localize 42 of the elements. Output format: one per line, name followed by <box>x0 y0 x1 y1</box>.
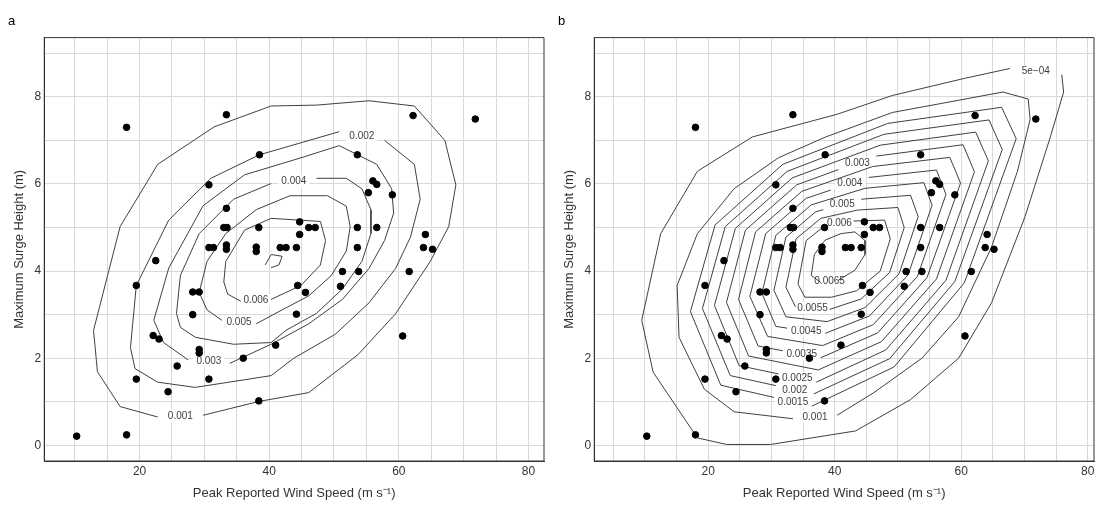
x-tick-label: 40 <box>827 463 842 478</box>
series-label: 0.0065 <box>814 275 846 287</box>
series-label: 0.0055 <box>797 301 829 313</box>
series-label: 0.0045 <box>790 324 822 336</box>
y-tick-label: 2 <box>584 350 592 365</box>
y-axis-title: Maximum Surge Height (m) <box>561 169 577 329</box>
series-label: 0.002 <box>782 383 808 395</box>
x-tick-label: 80 <box>1080 463 1095 478</box>
x-axis-title: Peak Reported Wind Speed (m s⁻¹) <box>192 484 396 500</box>
y-tick-label: 0 <box>584 437 592 452</box>
y-tick-label: 4 <box>584 263 592 278</box>
x-axis-title: Peak Reported Wind Speed (m s⁻¹) <box>742 484 946 500</box>
series-label: 0.004 <box>281 174 307 186</box>
x-tick-label: 80 <box>521 463 536 478</box>
series-label: 0.004 <box>837 177 863 189</box>
series-label: 0.003 <box>196 355 222 367</box>
chart-title: b <box>558 13 566 29</box>
y-tick-label: 0 <box>34 437 42 452</box>
y-tick-label: 6 <box>584 176 592 191</box>
x-tick-label: 20 <box>701 463 716 478</box>
series-label: 0.0025 <box>782 371 814 383</box>
series-label: 0.006 <box>243 294 269 306</box>
x-tick-label: 60 <box>392 463 406 478</box>
y-tick-label: 8 <box>584 89 592 104</box>
series-label: 0.002 <box>349 129 375 141</box>
y-axis-title: Maximum Surge Height (m) <box>11 169 27 329</box>
series-label: 0.006 <box>826 216 853 228</box>
series-label: 0.001 <box>167 409 194 421</box>
series-label: 5e−04 <box>1021 65 1051 77</box>
y-tick-label: 6 <box>34 176 42 191</box>
series-label: 0.005 <box>829 198 856 210</box>
series-label: 0.005 <box>226 315 252 327</box>
series-label: 0.0015 <box>777 395 809 407</box>
x-tick-label: 20 <box>132 463 147 478</box>
y-tick-label: 8 <box>34 89 42 104</box>
y-tick-label: 4 <box>34 263 42 278</box>
y-tick-label: 2 <box>34 350 42 365</box>
x-tick-label: 40 <box>262 463 277 478</box>
x-tick-label: 60 <box>954 463 969 478</box>
chart-title: a <box>8 13 16 29</box>
series-label: 0.001 <box>802 410 828 422</box>
series-label: 0.003 <box>844 156 871 168</box>
